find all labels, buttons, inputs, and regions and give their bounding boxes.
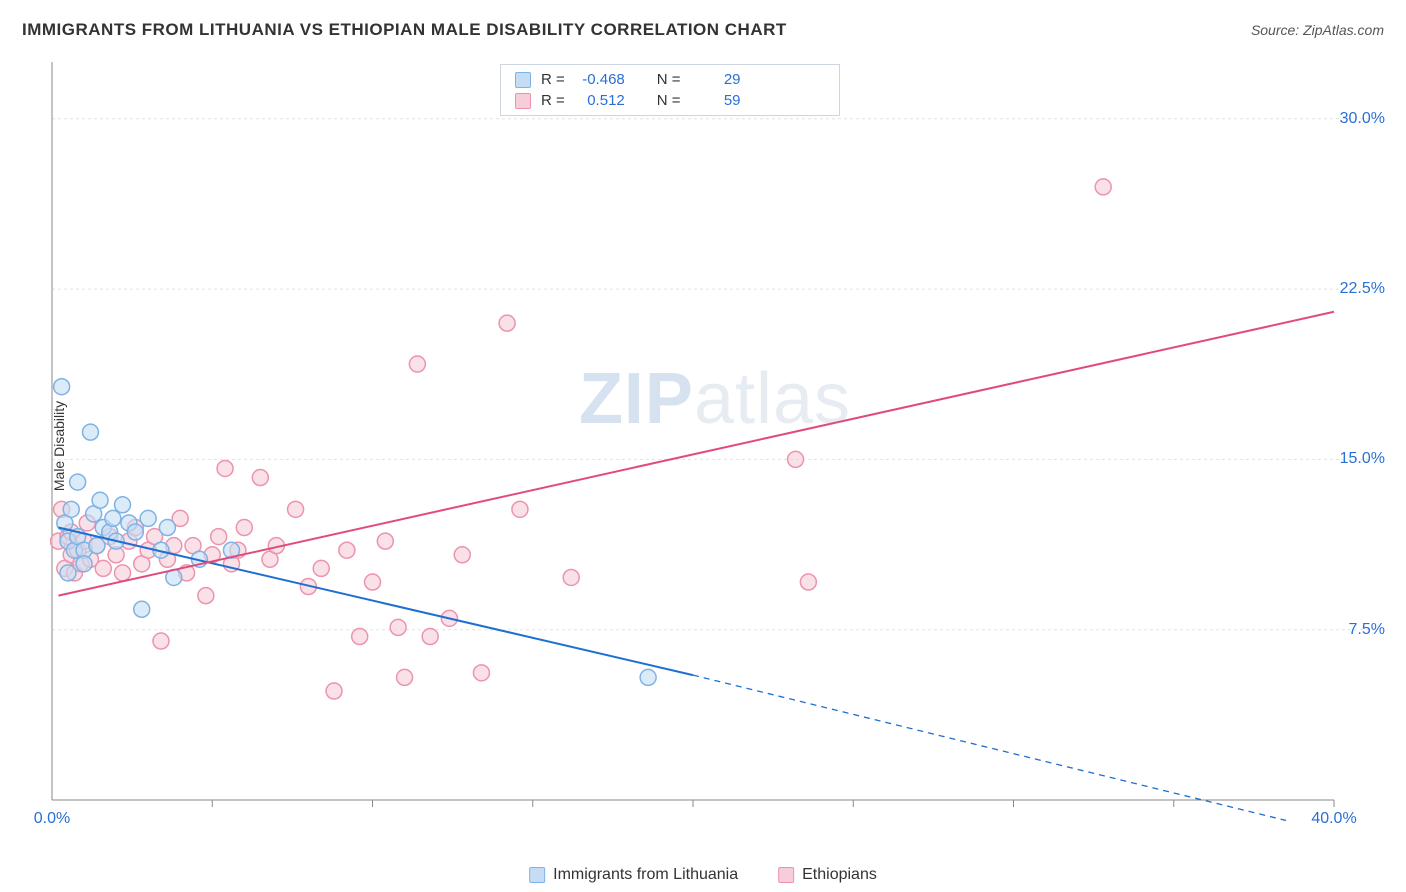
data-point	[76, 556, 92, 572]
legend-item: Immigrants from Lithuania	[529, 866, 738, 884]
data-point	[397, 669, 413, 685]
trend-line	[58, 528, 693, 676]
data-point	[326, 683, 342, 699]
data-point	[563, 569, 579, 585]
stat-r-value: 0.512	[575, 92, 625, 109]
data-point	[211, 529, 227, 545]
y-tick-label: 22.5%	[1340, 280, 1385, 298]
series-swatch	[515, 72, 531, 88]
data-point	[454, 547, 470, 563]
stat-n-value: 29	[691, 71, 741, 88]
stat-n-label: N =	[657, 92, 681, 109]
data-point	[473, 665, 489, 681]
data-point	[788, 451, 804, 467]
y-tick-label: 15.0%	[1340, 450, 1385, 468]
data-point	[105, 510, 121, 526]
trend-line-extrapolation	[693, 675, 1286, 820]
series-swatch	[515, 93, 531, 109]
data-point	[390, 619, 406, 635]
trend-line	[58, 312, 1334, 596]
x-tick-label: 40.0%	[1311, 810, 1356, 828]
legend-item: Ethiopians	[778, 866, 877, 884]
legend-label: Immigrants from Lithuania	[553, 866, 738, 884]
y-tick-label: 30.0%	[1340, 110, 1385, 128]
legend-swatch	[778, 867, 794, 883]
data-point	[409, 356, 425, 372]
data-point	[54, 379, 70, 395]
data-point	[288, 501, 304, 517]
data-point	[60, 565, 76, 581]
legend-swatch	[529, 867, 545, 883]
stat-r-label: R =	[541, 71, 565, 88]
data-point	[252, 470, 268, 486]
stats-row: R = -0.468 N = 29	[501, 69, 839, 90]
data-point	[95, 560, 111, 576]
data-point	[1095, 179, 1111, 195]
stat-r-label: R =	[541, 92, 565, 109]
data-point	[115, 565, 131, 581]
data-point	[134, 601, 150, 617]
plot-area: ZIPatlas R =-0.468N =29R =0.512N =59 7.5…	[50, 60, 1380, 830]
data-point	[70, 474, 86, 490]
correlation-stats-box: R = -0.468 N = 29 R = 0.512 N = 59	[500, 64, 840, 116]
y-tick-label: 7.5%	[1349, 621, 1385, 639]
data-point	[800, 574, 816, 590]
data-point	[352, 629, 368, 645]
legend-label: Ethiopians	[802, 866, 877, 884]
scatter-chart	[50, 60, 1380, 830]
data-point	[82, 424, 98, 440]
data-point	[377, 533, 393, 549]
data-point	[140, 510, 156, 526]
stat-n-label: N =	[657, 71, 681, 88]
source-attribution: Source: ZipAtlas.com	[1251, 22, 1384, 38]
stat-n-value: 59	[691, 92, 741, 109]
data-point	[217, 460, 233, 476]
data-point	[236, 520, 252, 536]
data-point	[422, 629, 438, 645]
data-point	[512, 501, 528, 517]
stat-r-value: -0.468	[575, 71, 625, 88]
x-tick-label: 0.0%	[34, 810, 70, 828]
data-point	[198, 588, 214, 604]
data-point	[63, 501, 79, 517]
data-point	[153, 633, 169, 649]
data-point	[115, 497, 131, 513]
data-point	[313, 560, 329, 576]
data-point	[127, 524, 143, 540]
chart-title: IMMIGRANTS FROM LITHUANIA VS ETHIOPIAN M…	[22, 20, 787, 40]
data-point	[640, 669, 656, 685]
data-point	[159, 520, 175, 536]
data-point	[499, 315, 515, 331]
stats-row: R = 0.512 N = 59	[501, 90, 839, 111]
data-point	[92, 492, 108, 508]
legend: Immigrants from Lithuania Ethiopians	[529, 866, 877, 884]
data-point	[89, 538, 105, 554]
data-point	[365, 574, 381, 590]
data-point	[339, 542, 355, 558]
